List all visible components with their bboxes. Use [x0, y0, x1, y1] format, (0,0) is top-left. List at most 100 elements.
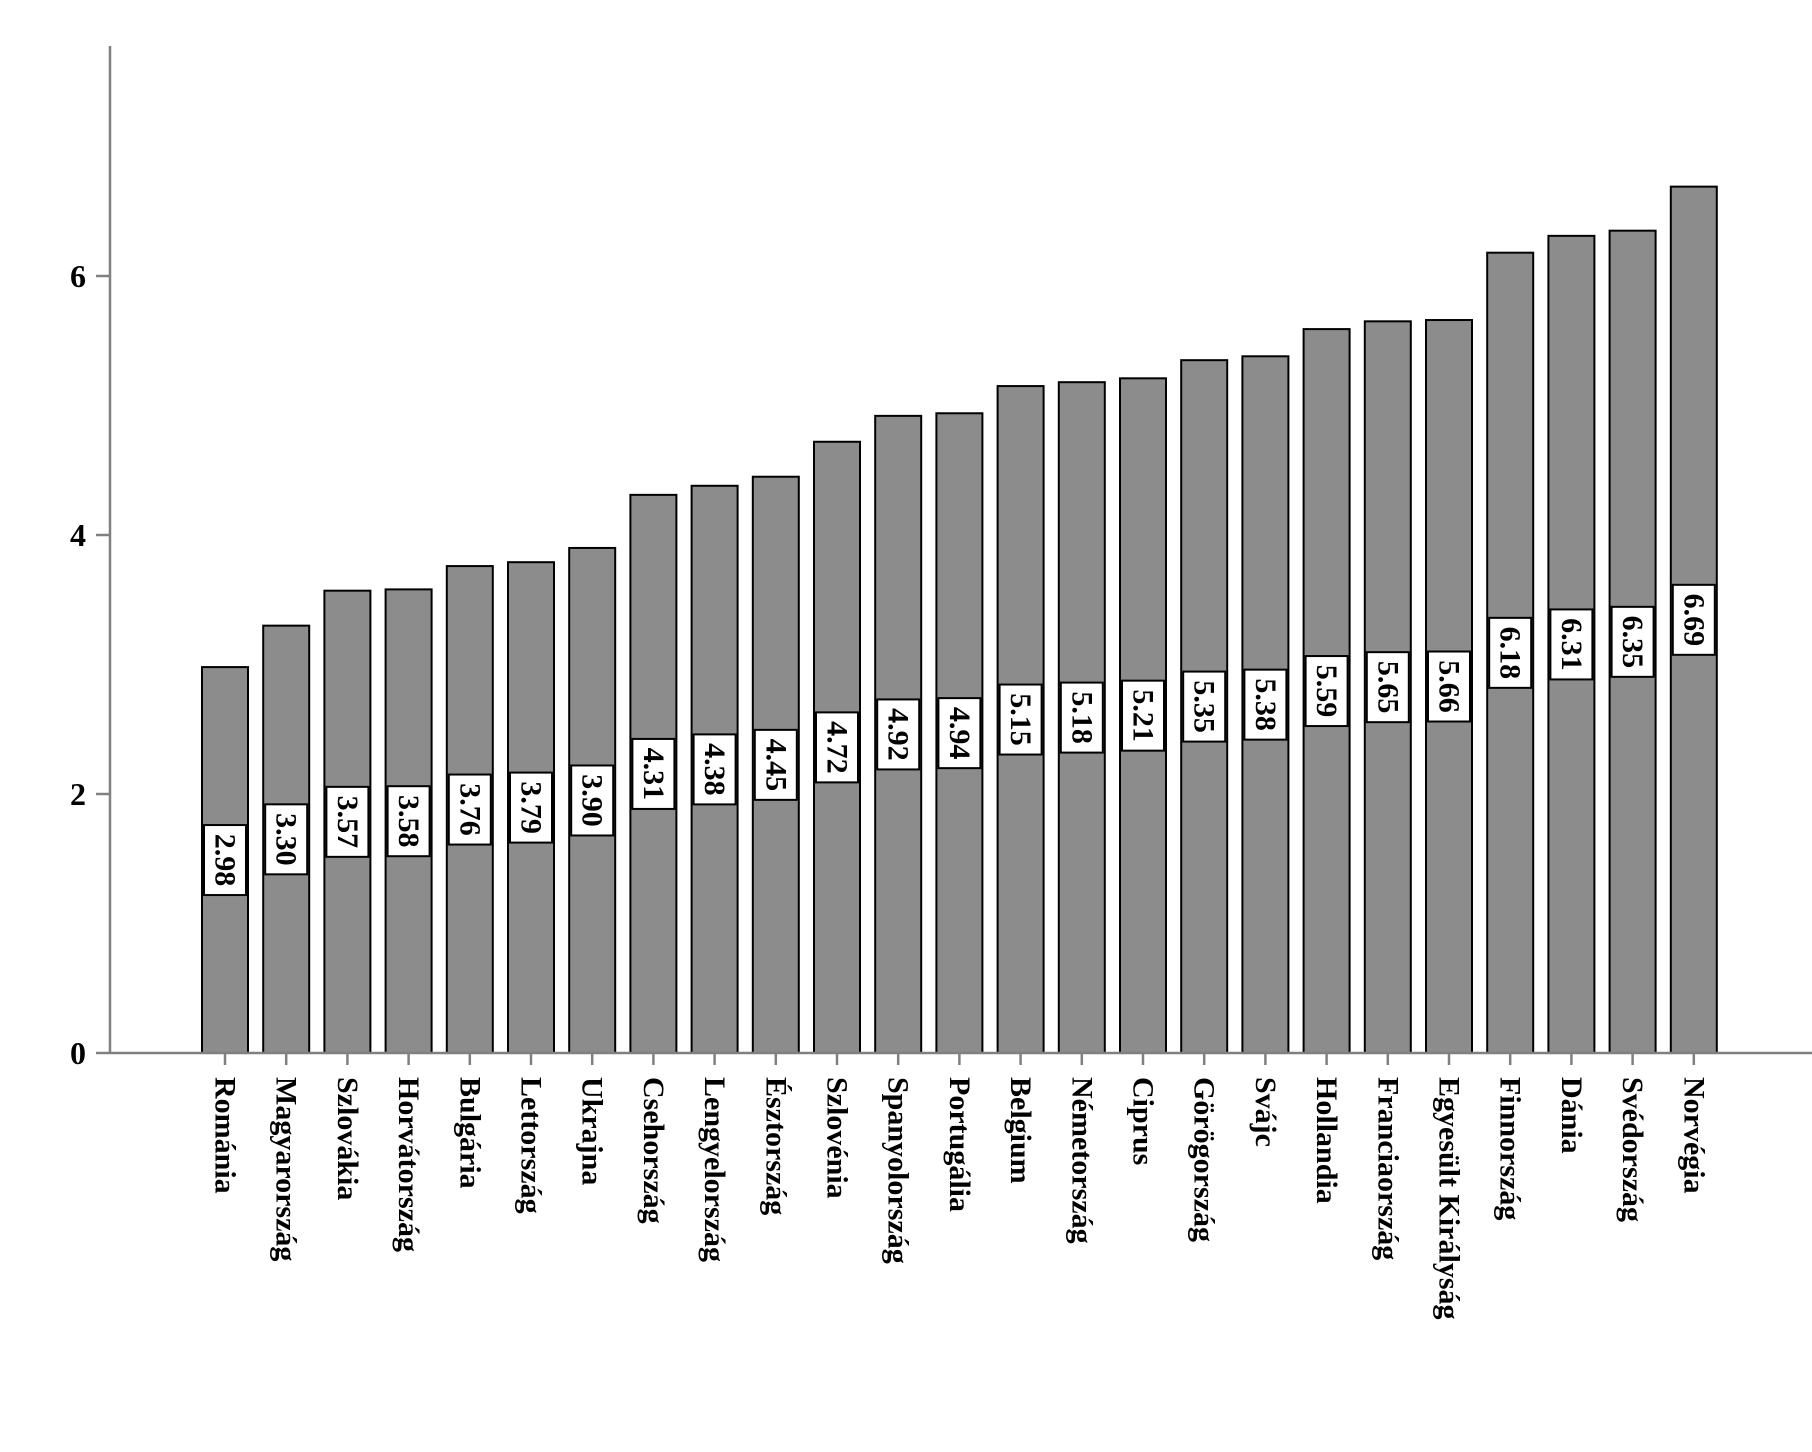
- data-label-text: 5.38: [1249, 678, 1282, 731]
- data-label-box: [203, 824, 247, 897]
- x-tick-label: Spanyolország: [882, 1077, 915, 1264]
- data-label: 5.18: [1059, 681, 1104, 754]
- data-label: 4.45: [753, 728, 798, 801]
- data-label-box: [447, 773, 492, 846]
- data-label-text: 5.65: [1371, 661, 1404, 714]
- data-label-text: 5.18: [1065, 691, 1098, 744]
- data-label-text: 4.72: [821, 721, 854, 774]
- data-label-text: 6.31: [1555, 618, 1588, 671]
- data-label-text: 3.79: [515, 781, 548, 834]
- x-tick-label: Németország: [1065, 1077, 1098, 1244]
- data-label-box: [1549, 608, 1594, 681]
- x-tick-label: Ukrajna: [576, 1077, 609, 1185]
- data-label: 3.57: [325, 785, 370, 858]
- x-tick-label: Dánia: [1555, 1077, 1588, 1154]
- x-tick-label: Hollandia: [1310, 1077, 1343, 1204]
- data-label-box: [1488, 616, 1533, 689]
- data-label: 6.31: [1549, 608, 1594, 681]
- data-label: 5.38: [1243, 668, 1288, 741]
- x-tick-label: Egyesült Királyság: [1433, 1077, 1466, 1320]
- data-label: 5.15: [998, 683, 1043, 756]
- x-tick-label: Szlovákia: [331, 1077, 364, 1200]
- data-label-text: 4.92: [882, 708, 915, 761]
- data-label: 4.94: [937, 697, 982, 770]
- data-label: 2.98: [203, 824, 247, 897]
- data-label-box: [753, 728, 798, 801]
- data-label-text: 2.98: [209, 834, 242, 887]
- data-label-box: [570, 764, 615, 837]
- data-label: 4.72: [815, 711, 859, 784]
- data-label: 6.35: [1610, 605, 1655, 678]
- data-label-text: 3.90: [576, 774, 609, 827]
- data-label-box: [937, 697, 982, 770]
- x-tick-label: Észtország: [759, 1077, 792, 1215]
- data-labels-layer: 2.98 3.30 3.57 3.58 3.76 3.79 3.90 4.31 4.38 4.45…: [203, 583, 1716, 897]
- data-label-box: [1610, 605, 1655, 678]
- data-label-text: 3.57: [331, 796, 364, 849]
- x-tick-label: Finnország: [1494, 1077, 1527, 1220]
- x-tick-label: Csehország: [637, 1077, 670, 1224]
- x-tick-label: Portugália: [943, 1077, 976, 1212]
- x-tick-label: Bulgária: [453, 1077, 486, 1189]
- data-label: 5.21: [1121, 679, 1165, 752]
- data-label-text: 3.58: [392, 795, 425, 848]
- data-label-text: 5.66: [1433, 660, 1466, 713]
- x-tick-labels: Románia Magyarország Szlovákia Horvátország…: [209, 1077, 1711, 1320]
- axes: 0 2 4 6: [70, 46, 1812, 1071]
- data-label-text: 6.35: [1616, 616, 1649, 669]
- data-label: 5.59: [1304, 655, 1349, 728]
- data-label: 3.76: [447, 773, 492, 846]
- data-label: 4.38: [692, 733, 737, 806]
- data-label-text: 5.15: [1004, 693, 1037, 746]
- data-label-box: [1059, 681, 1104, 754]
- x-tick-label: Magyarország: [270, 1077, 303, 1261]
- data-label-text: 5.59: [1310, 665, 1343, 718]
- data-label-box: [509, 771, 553, 844]
- y-tick-label: 0: [70, 1035, 86, 1071]
- data-label-text: 6.69: [1677, 594, 1710, 647]
- data-label-text: 3.76: [453, 783, 486, 836]
- data-label: 3.90: [570, 764, 615, 837]
- data-label-box: [1182, 670, 1227, 743]
- x-tick-label: Belgium: [1004, 1077, 1037, 1184]
- data-label-text: 4.31: [637, 748, 670, 801]
- data-label: 5.35: [1182, 670, 1227, 743]
- data-label-box: [264, 803, 309, 876]
- x-tick-label: Görögország: [1188, 1077, 1221, 1242]
- data-label-box: [1304, 655, 1349, 728]
- data-label: 5.66: [1427, 650, 1471, 723]
- x-tick-label: Horvátország: [392, 1077, 425, 1252]
- x-tick-label: Svájc: [1249, 1077, 1282, 1147]
- data-label-box: [1427, 650, 1471, 723]
- data-label-text: 5.21: [1127, 689, 1160, 742]
- data-label-box: [386, 785, 431, 858]
- data-label-text: 6.18: [1494, 627, 1527, 680]
- data-label: 3.79: [509, 771, 553, 844]
- data-label-text: 4.45: [759, 739, 792, 792]
- data-label-text: 4.94: [943, 707, 976, 760]
- x-tick-label: Norvégia: [1677, 1077, 1710, 1194]
- x-tick-label: Franciaország: [1371, 1077, 1404, 1260]
- y-tick-label: 2: [70, 776, 86, 812]
- x-tick-label: Ciprus: [1127, 1077, 1160, 1165]
- x-tick-label: Románia: [209, 1077, 242, 1194]
- data-label-box: [876, 698, 921, 771]
- x-tick-label: Szlovénia: [821, 1077, 854, 1199]
- y-tick-label: 4: [70, 517, 86, 553]
- data-label-box: [1121, 679, 1165, 752]
- data-label-text: 3.30: [270, 813, 303, 866]
- data-label-box: [325, 785, 370, 858]
- data-label-box: [631, 737, 676, 810]
- data-label: 3.58: [386, 785, 431, 858]
- x-tick-label: Lettország: [515, 1077, 548, 1214]
- x-tick-label: Svédország: [1616, 1077, 1649, 1222]
- data-label-box: [692, 733, 737, 806]
- data-label: 4.92: [876, 698, 921, 771]
- data-label: 5.65: [1365, 651, 1410, 724]
- data-label-text: 4.38: [698, 743, 731, 796]
- data-label-box: [1243, 668, 1288, 741]
- data-label-box: [998, 683, 1043, 756]
- data-label-box: [815, 711, 859, 784]
- data-label: 4.31: [631, 737, 676, 810]
